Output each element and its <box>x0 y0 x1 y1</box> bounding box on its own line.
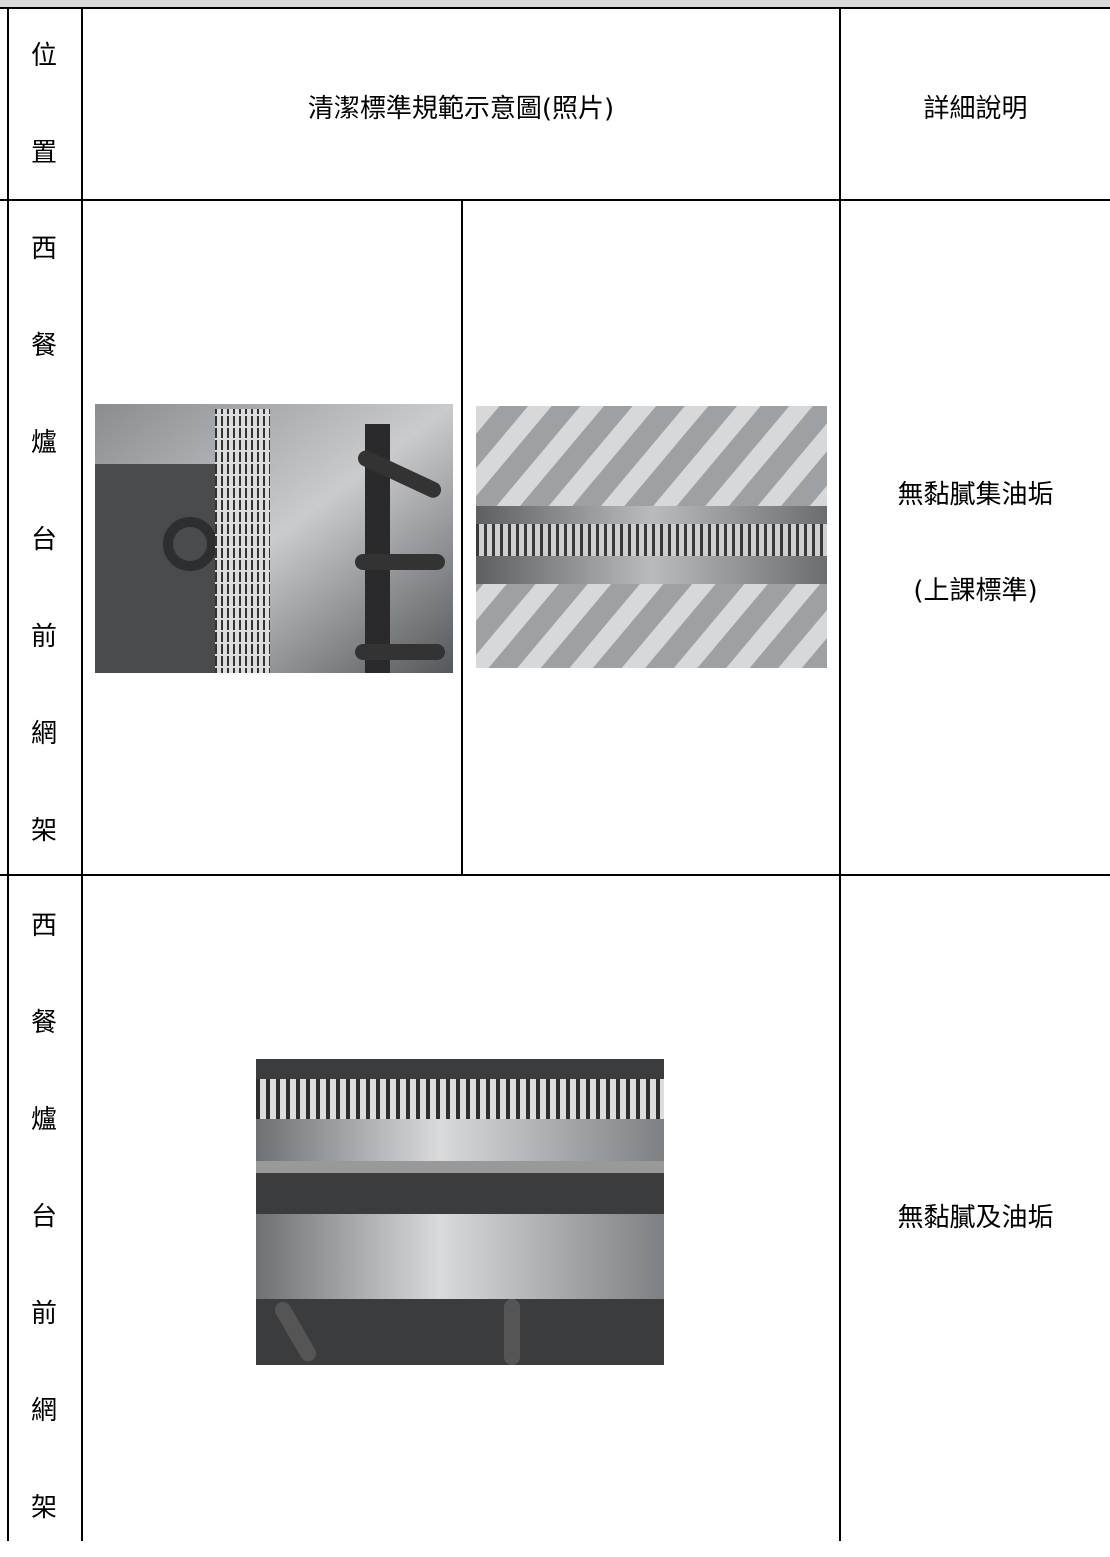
photo <box>95 404 453 673</box>
position-header: 位置 <box>30 41 57 168</box>
row-position: 西餐爐台前網架 <box>30 234 57 846</box>
border <box>839 7 841 1541</box>
detail-header: 詳細說明 <box>923 94 1028 124</box>
border <box>461 199 463 875</box>
top-bar <box>0 0 1110 8</box>
photo <box>476 406 827 668</box>
border <box>0 199 1110 201</box>
border <box>0 874 1110 876</box>
photo <box>256 1059 664 1365</box>
row-detail: (上課標準) <box>913 576 1038 606</box>
row-detail: 無黏膩及油垢 <box>897 1203 1054 1233</box>
border <box>0 7 1110 9</box>
photo-header: 清潔標準規範示意圖(照片) <box>307 94 615 124</box>
row-detail: 無黏膩集油垢 <box>897 480 1054 510</box>
border <box>7 7 9 1541</box>
border <box>81 7 83 1541</box>
row-position: 西餐爐台前網架 <box>30 911 57 1523</box>
